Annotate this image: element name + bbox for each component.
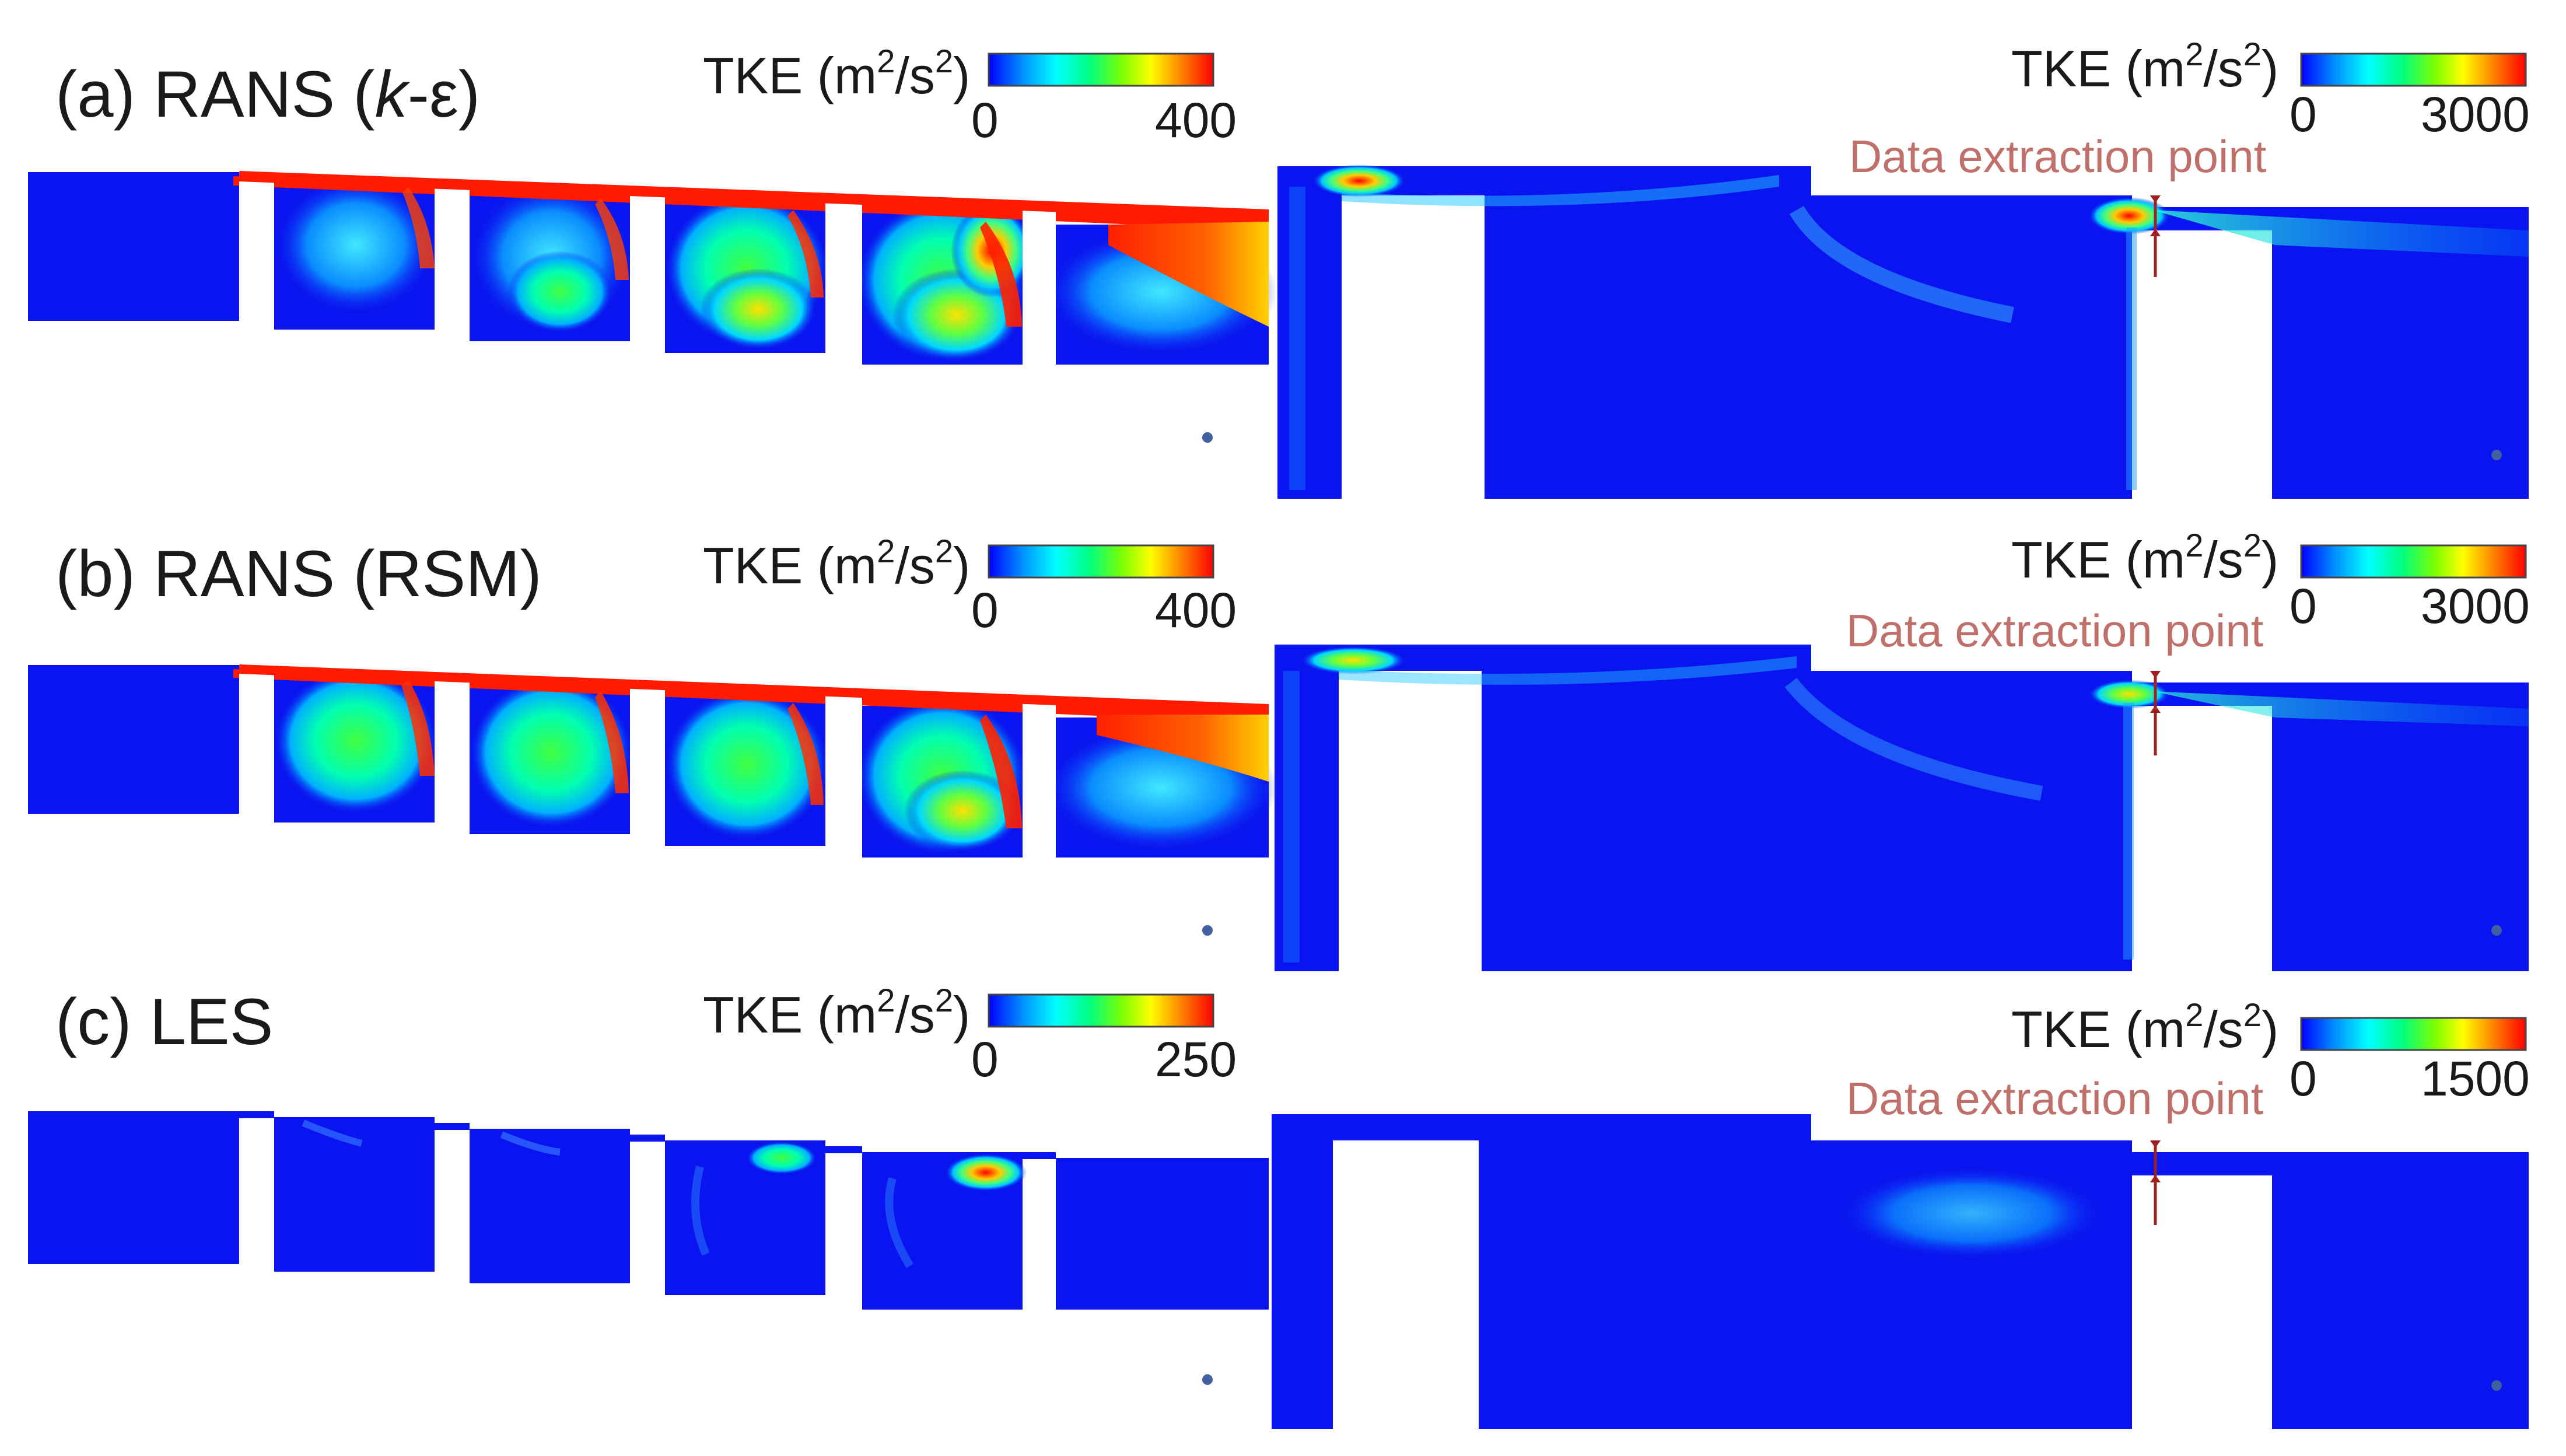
panel-a: (a) RANS (k-ε) TKE (m2/s2) 0 400 [28, 36, 2530, 499]
left-contour-field [28, 1111, 1269, 1385]
axis-triad-icon [1202, 925, 1213, 936]
colorbar-max: 1500 [2421, 1051, 2530, 1106]
colorbar-max: 400 [1155, 583, 1237, 638]
svg-text:TKE (m2/s2): TKE (m2/s2) [2011, 527, 2278, 589]
panel-label: (b) RANS (RSM) [55, 537, 542, 610]
right-contour-field [1277, 164, 2529, 499]
left-contour-field [28, 656, 1277, 936]
colorbar-max: 3000 [2421, 579, 2530, 634]
panel-label: (c) LES [55, 985, 273, 1058]
panel-c: (c) LES TKE (m2/s2) 0 250 [28, 982, 2530, 1429]
colorbar-min: 0 [971, 1032, 999, 1087]
colorbar-min: 0 [2290, 1051, 2317, 1106]
right-colorbar: TKE (m2/s2) 0 3000 [2011, 527, 2530, 634]
svg-text:TKE (m2/s2): TKE (m2/s2) [703, 43, 970, 104]
svg-text:TKE (m2/s2): TKE (m2/s2) [703, 982, 970, 1044]
axis-triad-icon [1202, 432, 1213, 443]
colorbar-max: 3000 [2421, 87, 2530, 142]
svg-text:TKE (m2/s2): TKE (m2/s2) [703, 533, 970, 594]
axis-triad-icon [2491, 1380, 2502, 1391]
left-colorbar: TKE (m2/s2) 0 400 [703, 43, 1237, 148]
annotation-data-extraction-point: Data extraction point [1846, 1073, 2264, 1124]
left-colorbar: TKE (m2/s2) 0 400 [703, 533, 1237, 638]
right-contour-field [1275, 645, 2529, 971]
colorbar-max: 250 [1155, 1032, 1237, 1087]
panel-label: (a) RANS (k-ε) [55, 58, 480, 131]
panel-b: (b) RANS (RSM) TKE (m2/s2) 0 400 [28, 527, 2530, 971]
colorbar-min: 0 [971, 93, 999, 148]
axis-triad-icon [2491, 925, 2502, 936]
colorbar-min: 0 [2290, 87, 2317, 142]
annotation-data-extraction-point: Data extraction point [1846, 605, 2264, 656]
axis-triad-icon [2491, 450, 2502, 460]
left-contour-field [28, 163, 1277, 443]
colorbar-min: 0 [2290, 579, 2317, 634]
colorbar-min: 0 [971, 583, 999, 638]
colorbar-max: 400 [1155, 93, 1237, 148]
axis-triad-icon [1202, 1374, 1213, 1385]
right-colorbar: TKE (m2/s2) 0 3000 [2011, 36, 2530, 142]
svg-text:TKE (m2/s2): TKE (m2/s2) [2011, 996, 2278, 1058]
right-contour-field [1272, 1114, 2529, 1429]
left-colorbar: TKE (m2/s2) 0 250 [703, 982, 1237, 1087]
right-colorbar: TKE (m2/s2) 0 1500 [2011, 996, 2530, 1106]
svg-text:TKE (m2/s2): TKE (m2/s2) [2011, 36, 2278, 97]
annotation-data-extraction-point: Data extraction point [1849, 131, 2267, 182]
